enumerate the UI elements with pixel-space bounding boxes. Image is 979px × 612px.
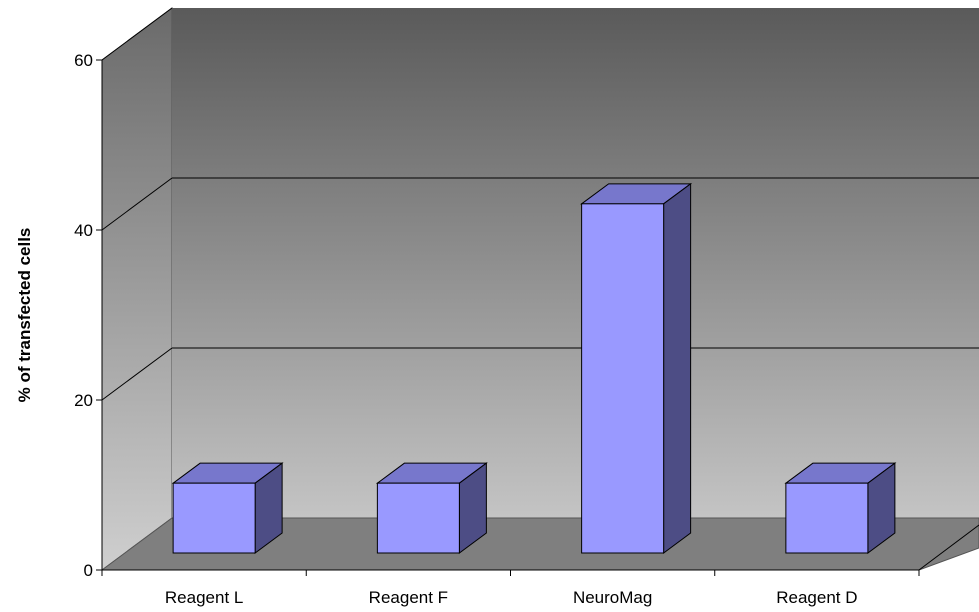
gridlines [101, 177, 979, 401]
x-category-label: Reagent F [369, 588, 448, 607]
bar-front [376, 482, 460, 554]
bar-front [785, 482, 869, 554]
y-tick-label: 20 [74, 391, 93, 410]
gridline-diagonal [101, 177, 173, 231]
y-tick-label: 0 [84, 561, 93, 580]
back-wall [172, 8, 979, 518]
x-category-label: Reagent D [776, 588, 857, 607]
bar [171, 462, 284, 554]
gridline-diagonal [101, 347, 173, 401]
bar-front [581, 203, 665, 554]
side-wall [101, 7, 173, 571]
bar [580, 182, 693, 554]
axes [96, 7, 979, 576]
wall-top-edge [101, 7, 173, 61]
y-tick-labels: 0 20 40 60 [74, 51, 93, 580]
bar-front [172, 482, 256, 554]
floor-edge [918, 524, 979, 571]
x-category-label: Reagent L [165, 588, 243, 607]
bar [784, 462, 897, 554]
bars [171, 182, 897, 554]
x-category-labels: Reagent L Reagent F NeuroMag Reagent D [165, 588, 858, 607]
bar-side [663, 182, 692, 554]
y-axis-title: % of transfected cells [15, 228, 34, 403]
y-tick-label: 40 [74, 221, 93, 240]
bar [375, 462, 488, 554]
x-category-label: NeuroMag [573, 588, 652, 607]
y-tick-label: 60 [74, 51, 93, 70]
